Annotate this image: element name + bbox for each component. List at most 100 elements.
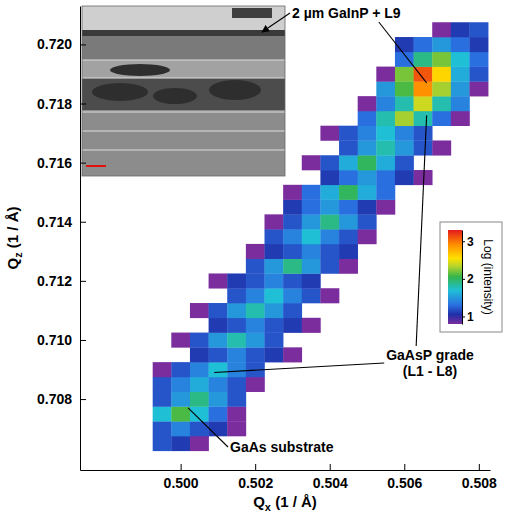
heatmap-cell	[320, 288, 339, 303]
heatmap-cell	[339, 185, 358, 200]
heatmap-cell	[414, 37, 433, 52]
heatmap-cell	[283, 318, 302, 333]
heatmap-cell	[227, 303, 246, 318]
heatmap-cell	[432, 81, 451, 96]
tick: 1	[462, 310, 474, 324]
tick-label: 0.500	[164, 475, 199, 491]
tick-label: 0.718	[37, 96, 72, 112]
tick: 0.506	[387, 464, 422, 491]
heatmap-cell	[153, 392, 172, 407]
heatmap-cell	[227, 421, 246, 436]
heatmap-cell	[451, 96, 470, 111]
tick-mark	[80, 340, 86, 341]
heatmap-cell	[153, 421, 172, 436]
heatmap-cell	[358, 200, 377, 215]
heatmap-cell	[190, 333, 209, 348]
heatmap-cell	[227, 288, 246, 303]
heatmap-cell	[358, 185, 377, 200]
heatmap-cell	[339, 200, 358, 215]
heatmap-cell	[451, 22, 470, 37]
heatmap-cell	[190, 347, 209, 362]
heatmap-cell	[283, 303, 302, 318]
heatmap-cell	[227, 273, 246, 288]
tick-label: 0.508	[462, 475, 497, 491]
heatmap-cell	[209, 392, 228, 407]
heatmap-cell	[209, 347, 228, 362]
tick-mark	[479, 464, 480, 470]
x-axis: 0.5000.5020.5040.5060.508	[81, 464, 498, 491]
heatmap-cell	[302, 259, 321, 274]
heatmap-cell	[358, 126, 377, 141]
heatmap-cell	[320, 126, 339, 141]
heatmap-cell	[283, 273, 302, 288]
chart-svg: 0.5000.5020.5040.5060.5080.7080.7100.712…	[0, 0, 506, 518]
heatmap-cell	[358, 155, 377, 170]
inset-layer	[232, 8, 272, 18]
heatmap-cell	[171, 421, 190, 436]
inset-image	[82, 6, 285, 176]
heatmap-cell	[246, 377, 265, 392]
tick-label: 2	[467, 272, 474, 286]
inset-layer	[82, 60, 285, 78]
tick-label: 0.504	[313, 475, 348, 491]
heatmap-cell	[265, 259, 284, 274]
colorbar: 123Log (intensity)	[440, 222, 502, 332]
heatmap-cell	[246, 288, 265, 303]
heatmap-cell	[227, 377, 246, 392]
inset-layer	[82, 110, 285, 176]
heatmap-cell	[320, 155, 339, 170]
tick: 0.500	[164, 464, 199, 491]
inset-blob	[92, 83, 148, 101]
inset-line	[82, 112, 285, 113]
x-axis-title: Qx (1 / Å)	[253, 493, 317, 513]
heatmap-cell	[227, 406, 246, 421]
tick-label: 0.712	[37, 273, 72, 289]
annotation-label: GaAs substrate	[230, 439, 334, 455]
inset-arrow	[262, 13, 290, 32]
heatmap-cell	[395, 96, 414, 111]
inset-blob	[110, 64, 170, 76]
heatmap-cell	[395, 67, 414, 82]
tick-mark	[80, 104, 86, 105]
inset-frame	[82, 6, 285, 176]
heatmap-cell	[320, 259, 339, 274]
heatmap-cell	[414, 126, 433, 141]
heatmap-cell	[339, 140, 358, 155]
inset-layer	[82, 78, 285, 110]
tick-mark	[330, 464, 331, 470]
chart-root: 0.5000.5020.5040.5060.5080.7080.7100.712…	[0, 0, 506, 518]
tick: 3	[462, 235, 474, 249]
heatmap-cell	[246, 303, 265, 318]
inset-line	[82, 78, 285, 79]
heatmap-cell	[265, 244, 284, 259]
heatmap-cell	[414, 52, 433, 67]
heatmap-cell	[153, 406, 172, 421]
tick-mark	[80, 163, 86, 164]
annotation-line: GaAsP grade	[386, 347, 474, 363]
heatmap-cell	[265, 229, 284, 244]
heatmap-cell	[227, 392, 246, 407]
heatmap-cell	[376, 170, 395, 185]
heatmap-cell	[320, 244, 339, 259]
heatmap-cell	[358, 140, 377, 155]
heatmap-cell	[376, 155, 395, 170]
tick-mark	[462, 279, 465, 280]
tick: 0.720	[37, 36, 86, 52]
annotations: 2 µm GaInP + L9GaAsP grade(L1 - L8)GaAs …	[188, 5, 474, 455]
heatmap-cell	[339, 229, 358, 244]
heatmap-cell	[265, 333, 284, 348]
heatmap-cell	[451, 81, 470, 96]
heatmap-cell	[246, 347, 265, 362]
heatmap-cell	[283, 288, 302, 303]
leader-line	[188, 408, 228, 447]
heatmap-cell	[451, 52, 470, 67]
heatmap-cell	[432, 52, 451, 67]
heatmap-cell	[265, 318, 284, 333]
title-part: Q	[4, 258, 21, 270]
heatmap-cell	[376, 67, 395, 82]
heatmap-cell	[339, 214, 358, 229]
annotation-label: 2 µm GaInP + L9	[292, 5, 401, 21]
heatmap-cell	[339, 259, 358, 274]
plot-area	[153, 22, 489, 451]
heatmap-cell	[395, 140, 414, 155]
